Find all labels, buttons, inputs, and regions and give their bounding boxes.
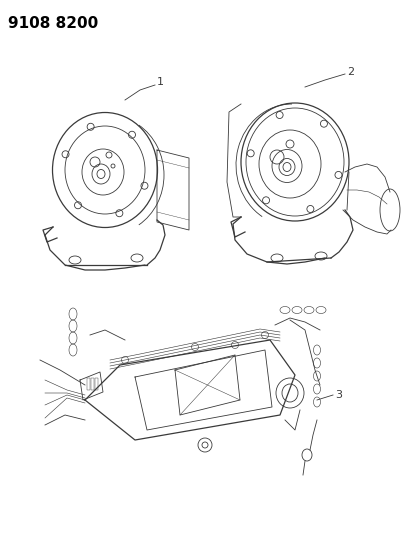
Bar — [95, 378, 98, 390]
Text: 1: 1 — [157, 77, 164, 87]
Text: 9108 8200: 9108 8200 — [8, 16, 98, 31]
Bar — [91, 378, 94, 390]
Text: 3: 3 — [334, 390, 341, 400]
Text: 2: 2 — [346, 67, 353, 77]
Bar — [87, 378, 90, 390]
